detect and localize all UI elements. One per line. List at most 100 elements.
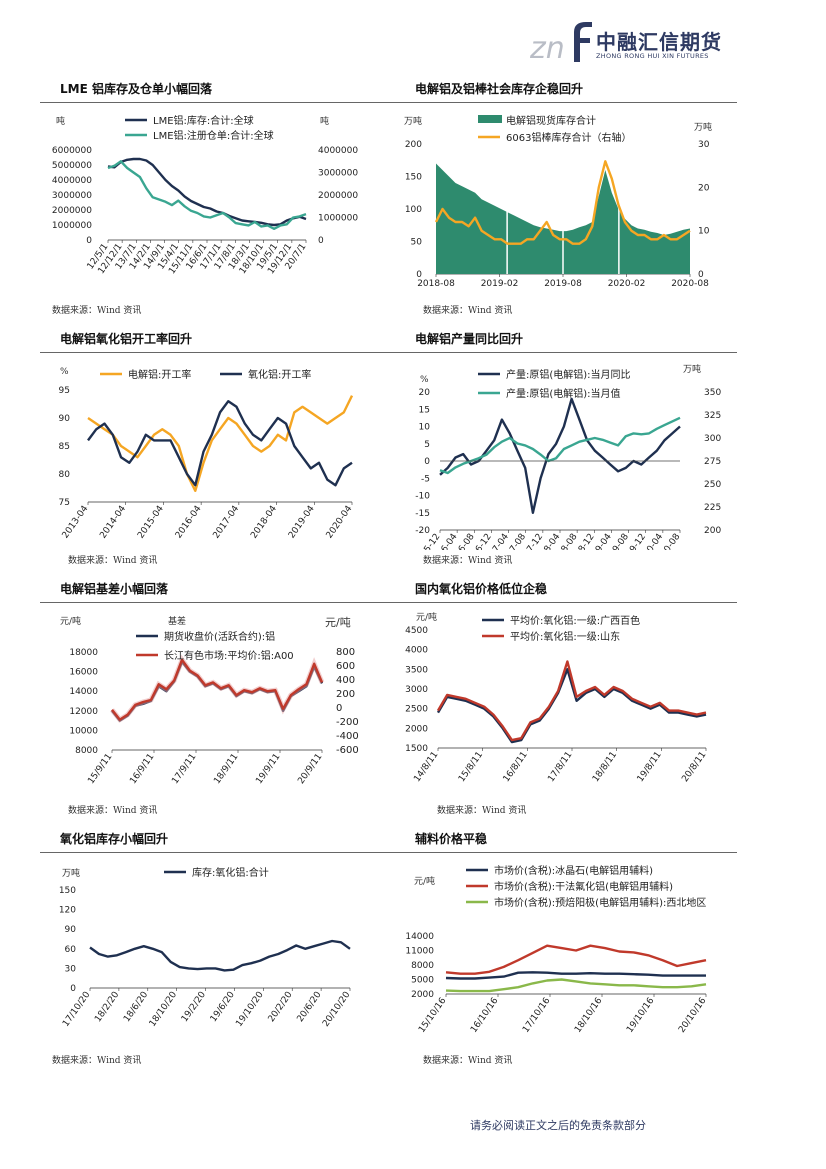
x-tick-label: 19/2/20 [180,990,208,1024]
y-tick-label-right: 20 [698,183,710,193]
legend-label: LME铝:库存:合计:全球 [153,114,254,127]
x-tick-label: 19/6/20 [209,990,237,1024]
x-tick-label: 18/10/20 [148,990,180,1029]
section-rule [40,602,737,603]
y-axis-unit-left: 万吨 [62,867,80,879]
x-tick-label: 15/10/16 [417,996,449,1035]
y-tick-label-left: 4500 [405,626,428,636]
x-tick-label: 16/10/16 [469,996,501,1035]
y-tick-label-right: 600 [336,661,355,672]
y-tick-label-right: 325 [704,411,721,421]
x-tick-label: 2016-04 [174,504,204,541]
x-tick-label: 2018-04 [249,504,279,541]
series-line [111,658,324,721]
x-tick-label: 2014-04 [98,504,128,541]
y-tick-label-left: 0 [416,270,422,280]
y-tick-label-left: 2000 [405,724,428,734]
y-axis-unit-right: 吨 [320,115,329,127]
y-tick-label-left: -20 [415,526,430,536]
x-tick-label: 16/9/11 [128,752,156,786]
series-line [436,660,707,742]
y-tick-label-right: 1000000 [318,214,358,224]
y-tick-label-left: 100 [405,205,422,215]
y-tick-label-left: 80 [59,470,71,480]
footer-disclaimer: 请务必阅读正文之后的免责条款部分 [470,1119,646,1132]
y-axis-unit-left: % [420,375,429,385]
y-tick-label-left: 3500 [405,665,428,675]
y-tick-label-left: 3000 [405,685,428,695]
x-tick-label: 15/8/11 [457,750,485,784]
y-tick-label-left: 20 [419,388,431,398]
data-source: 数据来源：Wind 资讯 [423,556,513,566]
x-tick-label: 2013-04 [61,504,91,541]
series-band [110,654,325,723]
x-tick-label: 14/8/11 [412,750,440,784]
y-tick-label-left: 60 [65,945,77,955]
y-tick-label-left: 0 [86,236,92,246]
y-tick-label-right: 30 [698,140,710,150]
data-source: 数据来源：Wind 资讯 [437,806,527,816]
x-tick-label: 17/10/20 [61,990,93,1029]
data-source: 数据来源：Wind 资讯 [68,556,158,566]
y-tick-label-left: 14000 [69,687,98,697]
x-tick-label: 17/8/11 [546,750,574,784]
y-tick-label-left: 95 [59,386,70,396]
x-tick-label: 20/10/20 [321,990,353,1029]
y-tick-label-right: 4000000 [318,146,358,156]
section-rule [40,852,737,853]
panel-title-4: 电解铝产量同比回升 [415,332,524,346]
series-line [107,157,307,227]
panel-title-2: 电解铝及铝棒社会库存企稳回升 [415,82,584,96]
y-tick-label-right: 0 [336,703,342,714]
legend-label: LME铝:注册仓单:合计:全球 [153,129,274,142]
y-tick-label-left: 2000000 [52,206,92,216]
y-tick-label-left: 90 [65,925,77,935]
y-tick-label-left: 2000 [411,990,434,1000]
legend-label: 6063铝棒库存合计（右轴） [506,131,631,144]
data-source: 数据来源：Wind 资讯 [423,1056,513,1066]
x-tick-label: 18/10/16 [573,996,605,1035]
x-tick-label: 18/9/11 [212,752,240,786]
y-tick-label-right: 2000000 [318,191,358,201]
x-tick-label: 20/8/11 [680,750,708,784]
y-tick-label-left: 6000000 [52,146,92,156]
x-tick-label: 2015-04 [136,504,166,541]
series-line [439,397,681,514]
y-tick-label-right: -200 [336,717,359,728]
panel-title-7: 氧化铝库存小幅回升 [60,832,169,846]
panel-title-6: 国内氧化铝价格低位企稳 [415,582,548,596]
x-tick-label: 20/10/16 [677,996,709,1035]
y-tick-label-left: 5000 [411,976,434,986]
y-tick-label-left: 8000 [411,961,434,971]
y-axis-unit-left: 吨 [56,115,65,127]
x-tick-label: 19/8/11 [636,750,664,784]
chart-alumina-inventory: 万吨 150 120 90 60 30 017/10/20 18/2/20 18/6/2018/… [59,866,353,1029]
y-tick-label-left: 120 [59,906,76,916]
legend-label: 产量:原铝(电解铝):当月值 [506,387,621,400]
x-tick-label: 2018-08 [417,279,455,289]
y-tick-label-left: 5000000 [52,161,92,171]
y-tick-label-left: 2500 [405,705,428,715]
y-axis-unit-left: 元/吨 [414,875,435,887]
panel-title-3: 电解铝氧化铝开工率回升 [60,332,193,346]
company-name-cn: 中融汇信期货 [596,30,722,54]
y-tick-label-left: 18000 [69,648,98,658]
y-tick-label-left: -10 [415,492,430,502]
y-tick-label-left: 8000 [75,746,98,756]
x-tick-label: 20/9/11 [296,752,324,786]
series-line [434,160,691,245]
y-axis-unit-left: % [60,367,69,377]
data-source: 数据来源：Wind 资讯 [423,306,513,316]
legend-swatch [478,115,502,123]
legend-label: 电解铝现货库存合计 [506,114,596,127]
data-source: 数据来源：Wind 资讯 [68,806,158,816]
y-tick-label-left: 4000000 [52,176,92,186]
chart-annotation: 基差 [168,615,186,627]
series-line [439,416,681,475]
company-logo: zn 中融汇信期货 ZHONG RONG HUI XIN FUTURES [529,18,730,68]
y-tick-label-left: 15 [419,405,430,415]
y-tick-label-right: 200 [704,526,721,536]
x-tick-label: 19/10/20 [234,990,266,1029]
x-tick-label: 20/6/20 [295,990,323,1024]
